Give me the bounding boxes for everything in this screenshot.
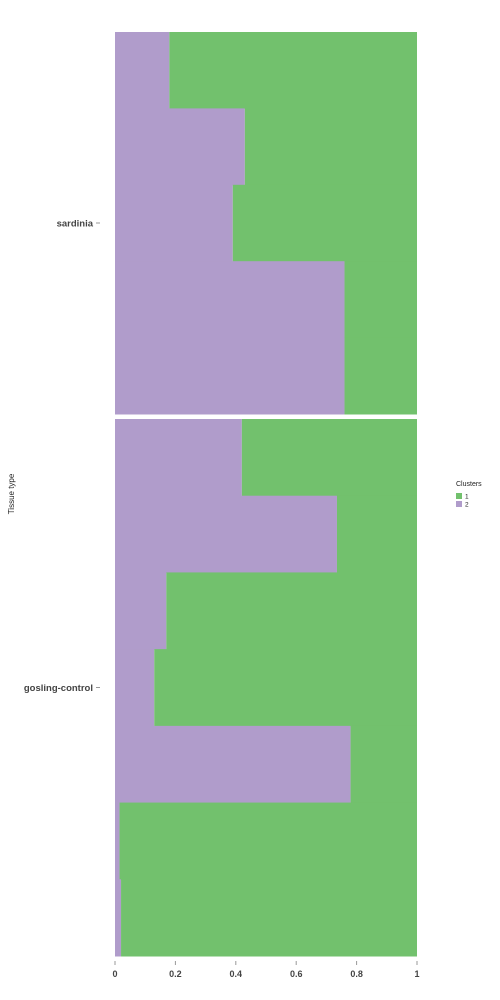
bar-segment-cluster-2 (115, 725, 351, 804)
bar-segment-cluster-2 (115, 572, 167, 650)
bar-segment-cluster-2 (115, 495, 337, 573)
bar-segment-cluster-1 (241, 419, 417, 497)
bar-segment-cluster-2 (115, 649, 155, 727)
x-tick-label: 0.6 (290, 969, 303, 979)
bar-segment-cluster-2 (115, 184, 233, 262)
bars-layer (115, 32, 417, 957)
bar-segment-cluster-2 (115, 108, 245, 186)
bar-segment-cluster-2 (115, 337, 345, 415)
legend-title: Clusters (456, 481, 482, 488)
x-tick-label: 1 (414, 969, 419, 979)
group-labels: sardinia gosling-control (24, 219, 100, 694)
x-tick-label: 0.4 (230, 969, 243, 979)
bar-segment-cluster-1 (119, 802, 417, 880)
bar-segment-cluster-2 (115, 261, 345, 339)
legend-label-cluster-2: 2 (465, 502, 469, 509)
bar-segment-cluster-1 (244, 108, 417, 186)
legend-swatch-cluster-2 (456, 501, 462, 507)
x-tick-label: 0.8 (350, 969, 363, 979)
group-label-sardinia: sardinia (57, 219, 94, 230)
y-axis-title: Tissue type (7, 473, 16, 514)
bar-segment-cluster-1 (169, 32, 417, 109)
x-axis: 0 0.2 0.4 0.6 0.8 1 (112, 961, 420, 979)
x-tick-label: 0 (112, 969, 117, 979)
bar-segment-cluster-1 (166, 572, 417, 650)
bar-segment-cluster-2 (115, 802, 120, 880)
bar-segment-cluster-1 (154, 649, 417, 727)
bar-segment-cluster-1 (121, 879, 417, 957)
legend-swatch-cluster-1 (456, 493, 462, 499)
bar-segment-cluster-1 (344, 261, 417, 339)
x-tick-label: 0.2 (169, 969, 182, 979)
bar-segment-cluster-1 (344, 337, 417, 415)
bar-segment-cluster-1 (232, 184, 417, 262)
legend: Clusters 12 (456, 481, 482, 509)
bar-segment-cluster-1 (350, 725, 417, 804)
bar-segment-cluster-2 (115, 879, 122, 957)
group-label-gosling-control: gosling-control (24, 683, 93, 694)
legend-label-cluster-1: 1 (465, 494, 469, 501)
bar-segment-cluster-2 (115, 419, 242, 497)
bar-segment-cluster-1 (336, 495, 417, 573)
bar-segment-cluster-2 (115, 32, 170, 109)
